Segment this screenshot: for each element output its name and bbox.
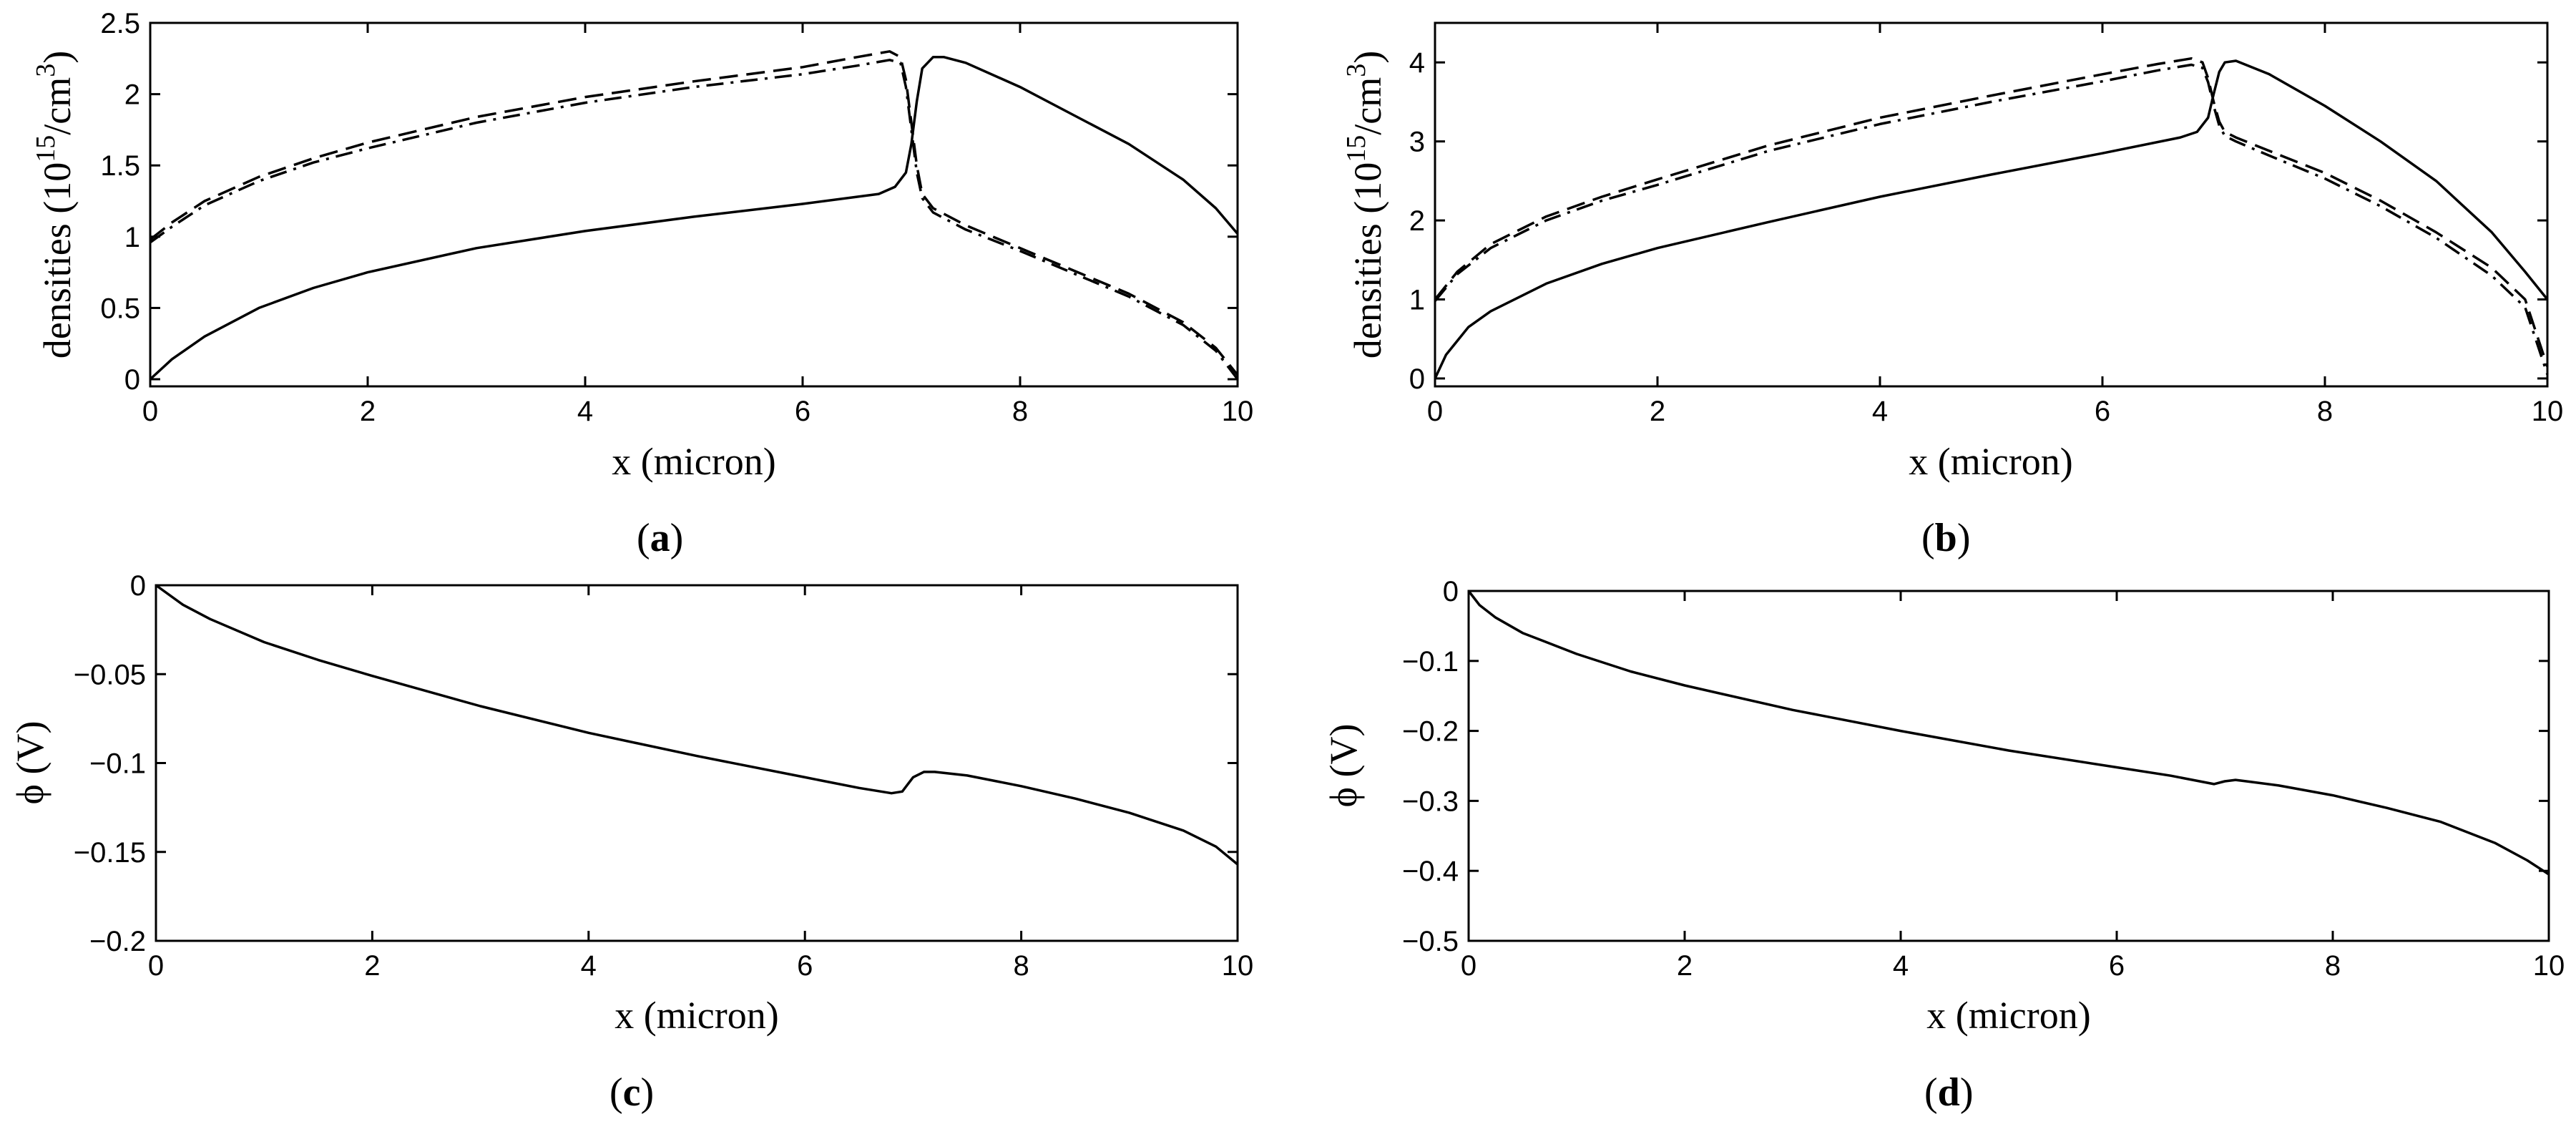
- panel-c-ytick-label: −0.1: [89, 748, 146, 780]
- panel-d-axes-frame: [1467, 590, 2550, 942]
- panel-d-ytick-label: −0.3: [1402, 786, 1459, 817]
- panel-c-y-axis-label: ϕ (V): [9, 721, 52, 805]
- panel-c-xtick-label: 2: [364, 950, 380, 982]
- panel-a-xtick-label: 2: [360, 396, 376, 427]
- panel-a-x-axis-label: x (micron): [612, 440, 775, 483]
- panel-d-ytick-label: −0.5: [1402, 926, 1459, 957]
- panel-c-xtick-label: 4: [581, 950, 597, 982]
- panel-c-axes-frame: [155, 584, 1239, 942]
- panel-a-xtick-label: 8: [1012, 396, 1028, 427]
- panel-a-series-dashed: [149, 50, 1239, 376]
- panel-a-series: [149, 50, 1239, 381]
- panel-d-xtick-label: 4: [1893, 950, 1909, 982]
- panel-c-ytick-label: −0.2: [89, 926, 146, 957]
- panel-b-xtick-label: 2: [1650, 396, 1665, 427]
- panel-b-ytick-label: 1: [1409, 285, 1425, 316]
- panel-a-xtick-label: 10: [1222, 396, 1254, 427]
- panel-d-label: (d): [1924, 1070, 1973, 1115]
- panel-b-series: [1434, 57, 2549, 379]
- panel-d-ytick-label: −0.1: [1402, 646, 1459, 678]
- panel-d-xtick-label: 8: [2325, 950, 2341, 982]
- panel-c-xtick-label: 0: [148, 950, 164, 982]
- panel-b-xtick-label: 10: [2532, 396, 2564, 427]
- panel-b-series-dashdot: [1434, 63, 2549, 375]
- panel-b-series-dashed: [1434, 57, 2549, 367]
- panel-c: 0 2 4 6 8 10 −0.2 −0.15 −0.1 −0.05 0 x (micron) ϕ …: [9, 570, 1253, 1115]
- panel-c-series: [155, 584, 1239, 866]
- panel-c-x-axis-label: x (micron): [614, 994, 778, 1037]
- panel-d-series: [1467, 590, 2550, 876]
- panel-c-ytick-label: 0: [130, 570, 146, 602]
- panel-a-ytick-label: 0: [124, 364, 140, 396]
- panel-a-axes-frame: [149, 21, 1239, 388]
- panel-c-ytick-label: −0.05: [74, 659, 146, 690]
- panel-b-ytick-label: 4: [1409, 47, 1425, 79]
- panel-c-xtick-label: 6: [797, 950, 813, 982]
- panel-b: 0 2 4 6 8 10 0 1 2 3 4 x (micron) densities (1015/…: [1341, 21, 2564, 560]
- panel-b-y-axis-label: densities (1015/cm3): [1341, 51, 1389, 358]
- panel-d-y-axis-label: ϕ (V): [1322, 724, 1365, 808]
- panel-d-xtick-label: 0: [1461, 950, 1476, 982]
- panel-c-ytick-label: −0.15: [74, 837, 146, 869]
- panel-b-ticks: 0 2 4 6 8 10 0 1 2 3 4: [1409, 23, 2564, 427]
- panel-b-ytick-label: 3: [1409, 127, 1425, 158]
- panel-b-label: (b): [1921, 516, 1970, 560]
- panel-a-ytick-label: 1.5: [100, 150, 140, 182]
- panel-d-xtick-label: 6: [2109, 950, 2125, 982]
- panel-a-series-dashdot: [149, 59, 1239, 381]
- panel-b-xtick-label: 8: [2317, 396, 2333, 427]
- panel-c-xtick-label: 10: [1222, 950, 1254, 982]
- panel-d-ytick-label: 0: [1443, 576, 1459, 607]
- panel-a-xtick-label: 0: [142, 396, 158, 427]
- panel-b-ytick-label: 0: [1409, 363, 1425, 395]
- panel-a-xtick-label: 6: [795, 396, 810, 427]
- panel-b-xtick-label: 6: [2095, 396, 2110, 427]
- panel-a-ytick-label: 2: [124, 79, 140, 111]
- panel-d: 0 2 4 6 8 10−0.5−0.4−0.3−0.2−0.10 x (micron) …: [1322, 576, 2565, 1115]
- panel-a-series-solid: [149, 56, 1239, 381]
- panel-b-series-solid: [1434, 59, 2549, 379]
- panel-d-x-axis-label: x (micron): [1926, 994, 2090, 1037]
- panel-b-xtick-label: 4: [1872, 396, 1888, 427]
- panel-a-ytick-label: 1: [124, 222, 140, 253]
- panel-a-ticks: 0 2 4 6 8 10 0 0.5 1 1.5 2 2.5: [100, 8, 1253, 427]
- panel-a-label: (a): [637, 516, 683, 560]
- panel-c-ticks: 0 2 4 6 8 10 −0.2 −0.15 −0.1 −0.05 0: [74, 570, 1253, 982]
- panel-d-ytick-label: −0.4: [1402, 856, 1459, 887]
- panel-d-xtick-label: 2: [1677, 950, 1693, 982]
- panel-a-ytick-label: 2.5: [100, 8, 140, 39]
- panel-c-label: (c): [609, 1070, 654, 1115]
- panel-d-series-phi: [1467, 590, 2550, 876]
- panel-c-xtick-label: 8: [1013, 950, 1029, 982]
- panel-a-ytick-label: 0.5: [100, 293, 140, 324]
- panel-b-x-axis-label: x (micron): [1909, 440, 2072, 483]
- panel-a: 0 2 4 6 8 10 0 0.5 1 1.5 2 2.5 x (micron) densities…: [31, 8, 1253, 560]
- panel-d-xtick-label: 10: [2533, 950, 2565, 982]
- panel-b-xtick-label: 0: [1427, 396, 1443, 427]
- panel-d-ticks: 0 2 4 6 8 10 −0.5 −0.4 −0.3 −0.2 −0.1 0: [1402, 576, 2565, 982]
- panel-b-ytick-label: 2: [1409, 205, 1425, 237]
- panel-d-ytick-label: −0.2: [1402, 716, 1459, 748]
- panel-b-axes-frame: [1434, 21, 2549, 388]
- panel-a-xtick-label: 4: [577, 396, 593, 427]
- panel-a-y-axis-label: densities (1015/cm3): [31, 51, 79, 358]
- panel-c-series-phi: [155, 584, 1239, 866]
